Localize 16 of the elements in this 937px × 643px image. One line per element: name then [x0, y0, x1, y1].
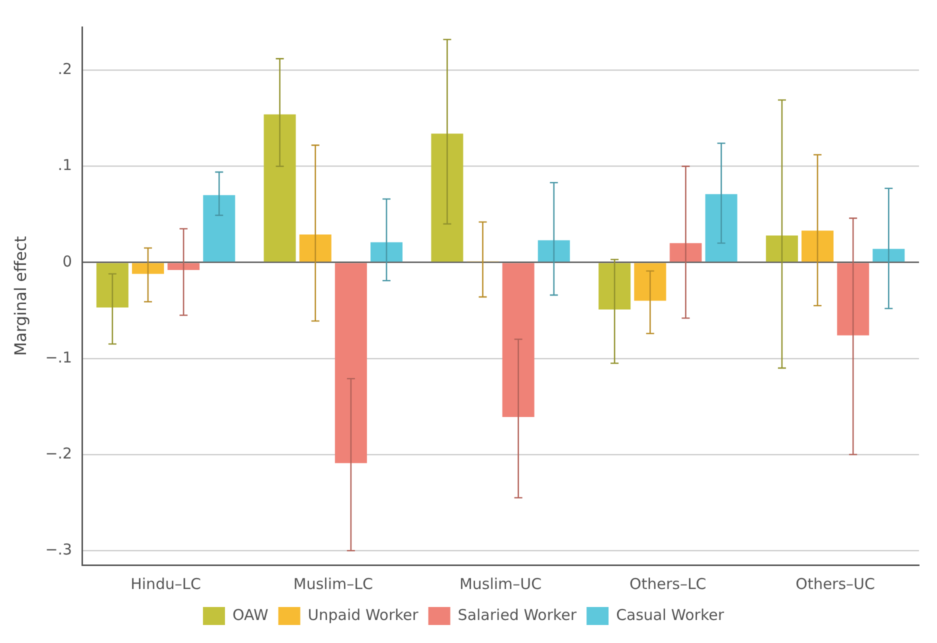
legend-label: OAW	[232, 606, 268, 624]
y-tick-label: −.1	[45, 348, 72, 366]
y-tick-label: −.3	[45, 540, 72, 558]
x-tick-label: Others–LC	[630, 574, 706, 593]
x-tick-label: Muslim–UC	[459, 574, 542, 593]
y-tick-label: .2	[58, 60, 72, 78]
legend-label: Salaried Worker	[458, 606, 578, 624]
y-tick-label: −.2	[45, 444, 72, 462]
x-tick-label: Hindu–LC	[130, 574, 201, 593]
legend-label: Unpaid Worker	[308, 606, 420, 624]
y-axis-title: Marginal effect	[10, 236, 30, 356]
y-tick-label: .1	[58, 156, 72, 174]
x-tick-label: Muslim–LC	[293, 574, 373, 593]
legend-label: Casual Worker	[616, 606, 725, 624]
x-tick-label: Others–UC	[796, 574, 875, 593]
y-tick-label: 0	[62, 252, 72, 270]
